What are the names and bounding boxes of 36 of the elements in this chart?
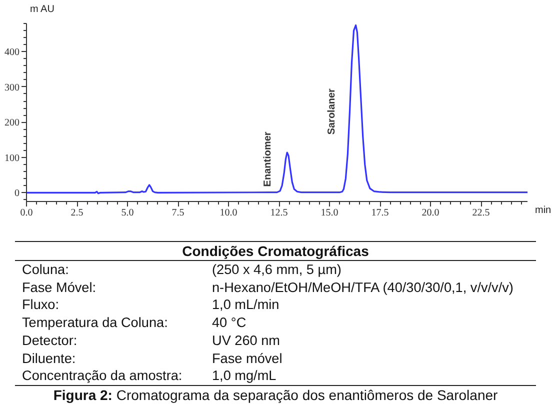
text: 1,0 mL/min <box>211 296 280 314</box>
text: Figura 2: Cromatograma da separação dos enantiômeros de Sarolaner <box>52 386 499 404</box>
x-tick-label: 5.0 <box>121 208 134 218</box>
text: Coluna: <box>21 261 70 279</box>
text: UV 260 nm <box>211 332 282 350</box>
x-tick-label: 7.5 <box>172 208 184 218</box>
y-axis-title: m AU <box>29 3 54 17</box>
x-tick-label: 12.5 <box>270 208 288 218</box>
x-tick-label: 0.0 <box>20 208 33 218</box>
text: n-Hexano/EtOH/MeOH/TFA (40/30/30/0,1, v/v/v/v) <box>211 278 514 296</box>
annotation: Enantiomer <box>262 132 274 187</box>
y-tick-label: 400 <box>4 47 20 58</box>
x-axis-title: min <box>534 204 552 217</box>
text: Condições Cromatográficas <box>15 241 536 261</box>
text: Fluxo: <box>21 296 60 314</box>
text: Temperatura da Coluna: <box>21 314 169 332</box>
line-series <box>26 24 528 194</box>
y-tick-label: 300 <box>4 82 20 94</box>
x-tick-label: 15.0 <box>320 208 338 218</box>
x-tick-label: 20.0 <box>422 208 440 218</box>
y-tick-label: 0 <box>14 188 20 200</box>
text: Detector: <box>21 332 78 350</box>
text: Concentração da amostra: <box>21 367 184 386</box>
text: 1,0 mg/mL <box>211 367 278 386</box>
x-tick-label: 2.5 <box>70 208 84 218</box>
text: Fase móvel <box>211 350 284 368</box>
text: Fase Móvel: <box>21 278 98 296</box>
text: 40 °C <box>211 314 248 332</box>
x-tick-label: 10.0 <box>220 208 238 218</box>
x-tick-label: 22.5 <box>472 208 490 218</box>
x-tick-label: 17.5 <box>371 208 389 218</box>
y-tick-label: 200 <box>4 118 20 129</box>
y-tick-label: 100 <box>4 152 20 164</box>
text: Diluente: <box>21 350 77 368</box>
text: (250 x 4,6 mm, 5 µm) <box>211 261 342 279</box>
annotation: Sarolaner <box>326 88 338 135</box>
